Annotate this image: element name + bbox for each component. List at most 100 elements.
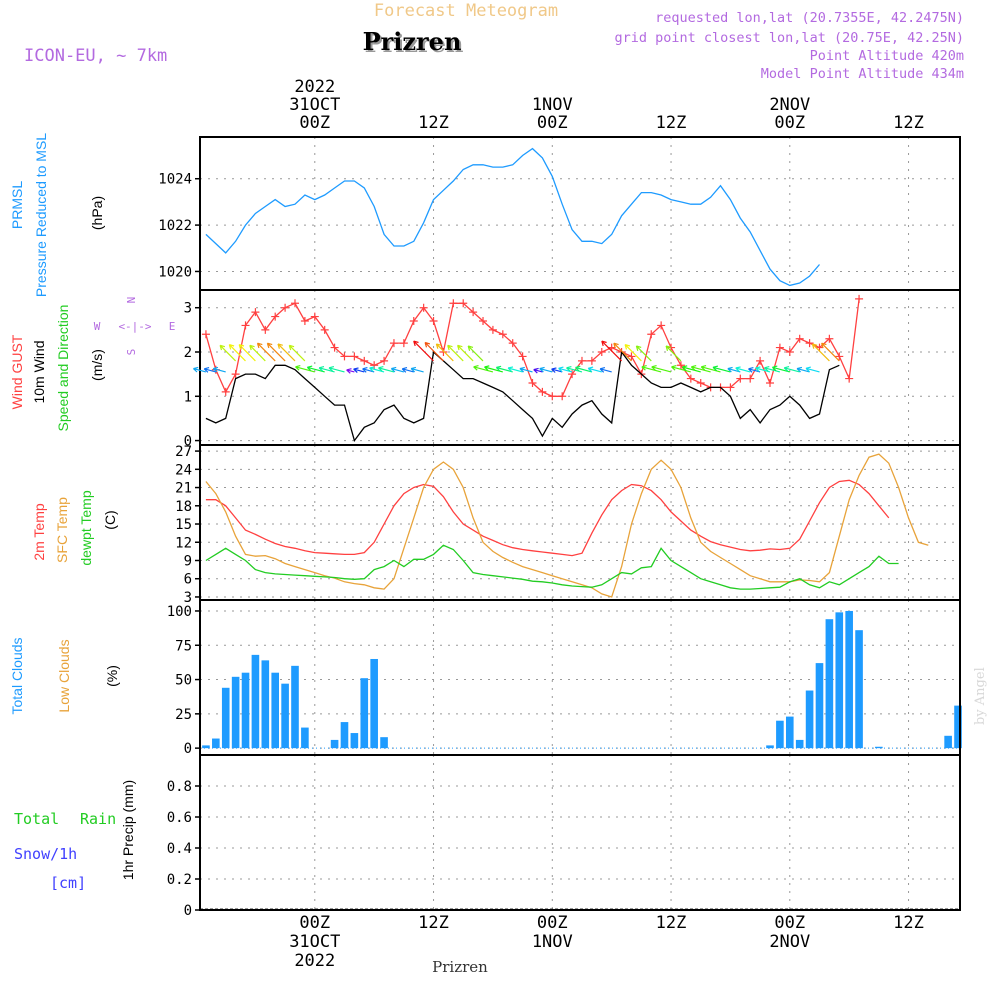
point-altitude: Point Altitude 420m xyxy=(810,48,964,64)
total-clouds-label: Total Clouds xyxy=(9,637,25,714)
ytick-label: 0 xyxy=(184,903,192,919)
cloud-bar xyxy=(221,687,230,749)
model-altitude: Model Point Altitude 434m xyxy=(761,66,964,82)
wind-arrow xyxy=(228,344,246,362)
gust-marker xyxy=(231,370,240,379)
wind-arrow xyxy=(295,365,315,373)
top-hour-label: 00Z xyxy=(774,113,805,133)
gust-marker xyxy=(469,308,478,317)
wind-arrow xyxy=(447,344,464,362)
top-hour-label: 00Z xyxy=(537,113,568,133)
ytick-label: 1020 xyxy=(158,264,192,280)
pressure-panel: 1020 1022 1024 xyxy=(158,136,961,291)
gust-marker xyxy=(726,383,735,392)
precip-snow-label: Snow/1h xyxy=(14,845,77,863)
gust-marker xyxy=(825,334,834,343)
top-date-label: 1NOV xyxy=(532,95,573,115)
panel-frame xyxy=(199,754,961,911)
precip-cm-label: [cm] xyxy=(50,874,86,892)
wind-arrow xyxy=(249,344,266,362)
cloud-bar xyxy=(954,705,962,749)
cloud-unit-label: (%) xyxy=(104,665,120,687)
wind-arrow xyxy=(401,367,414,373)
cloud-bar xyxy=(855,630,863,749)
wind-arrow xyxy=(203,367,216,373)
gust-marker xyxy=(528,379,537,387)
gust-marker xyxy=(577,356,586,365)
gust-marker xyxy=(538,387,547,396)
ytick-label: 1 xyxy=(184,389,192,405)
wind-arrow xyxy=(587,366,602,373)
footer-location: Prizren xyxy=(432,958,488,976)
cloud-bar xyxy=(845,610,853,749)
wind-arrow xyxy=(821,342,840,362)
wind-arrows xyxy=(192,340,840,374)
gust-marker xyxy=(756,356,765,365)
wind-arrow xyxy=(473,365,494,373)
gust-marker xyxy=(360,356,369,365)
gust-marker xyxy=(657,321,666,330)
ytick-label: 1022 xyxy=(158,218,192,234)
gridpoint-coords: grid point closest lon,lat (20.75E, 42.2… xyxy=(615,30,965,46)
low-clouds-label: Low Clouds xyxy=(56,639,72,712)
bottom-hour-label: 12Z xyxy=(418,913,449,933)
ytick-label: 24 xyxy=(175,462,192,478)
wind-arrow xyxy=(651,365,672,373)
gust-marker xyxy=(449,299,458,308)
gust-marker xyxy=(696,379,705,387)
ytick-label: 100 xyxy=(167,604,192,620)
wind-arrow xyxy=(435,343,454,362)
wind-arrow xyxy=(624,344,642,362)
cloud-bar xyxy=(281,683,289,749)
gust-marker xyxy=(805,339,814,348)
gust-marker xyxy=(291,299,299,308)
temp-unit-label: (C) xyxy=(102,510,118,529)
cloud-bar xyxy=(875,746,883,749)
gust-marker xyxy=(271,312,280,321)
10m-wind-line xyxy=(205,350,840,443)
prmsl-label: PRMSL xyxy=(9,181,25,229)
wind-compass: W <-|-> E N S xyxy=(94,297,176,356)
ytick-label: 0.8 xyxy=(167,779,192,795)
gust-marker xyxy=(775,343,784,352)
cloud-bar xyxy=(835,612,844,749)
ytick-label: 0 xyxy=(184,434,192,450)
ytick-label: 25 xyxy=(175,707,192,723)
gust-marker xyxy=(676,361,685,370)
cloud-bar xyxy=(766,745,774,749)
gust-marker xyxy=(300,317,309,325)
bottom-hour-label: 12Z xyxy=(656,913,687,933)
wind-arrow xyxy=(238,344,256,362)
bottom-date-label: 1NOV xyxy=(532,932,573,952)
wind-arrow xyxy=(328,366,345,373)
bottom-hour-label: 00Z xyxy=(774,913,805,933)
wind-arrow xyxy=(783,366,800,373)
wind-arrow xyxy=(671,365,691,373)
wind-arrow xyxy=(390,366,405,373)
model-label: ICON-EU, ~ 7km xyxy=(24,46,167,66)
cloud-bar xyxy=(301,727,309,749)
pressure-labels: PRMSL Pressure Reduced to MSL (hPa) xyxy=(9,133,105,297)
precip-unit-label: 1hr Precip (mm) xyxy=(120,780,136,880)
precip-rain-label: Rain xyxy=(80,810,116,828)
bottom-date-label: 31OCT xyxy=(289,932,340,952)
wind-arrow xyxy=(413,340,434,362)
gust-marker xyxy=(330,343,339,352)
cloud-bar xyxy=(330,739,339,749)
gust-marker xyxy=(558,392,567,401)
cloud-bar xyxy=(350,733,359,749)
gust-marker xyxy=(746,374,755,383)
precip-labels: Total Rain Snow/1h [cm] 1hr Precip (mm) xyxy=(14,780,136,892)
wind-arrow xyxy=(690,365,711,373)
gust-marker xyxy=(548,392,557,401)
bottom-hour-label: 00Z xyxy=(299,913,330,933)
pressure-msl-label: Pressure Reduced to MSL xyxy=(33,133,49,297)
ytick-label: 3 xyxy=(184,590,192,606)
cloud-bar xyxy=(795,739,804,749)
precip-total-label: Total xyxy=(14,810,59,828)
bottom-date-label: 2NOV xyxy=(769,932,810,952)
gust-marker xyxy=(835,352,844,361)
wind-arrow xyxy=(467,345,484,362)
